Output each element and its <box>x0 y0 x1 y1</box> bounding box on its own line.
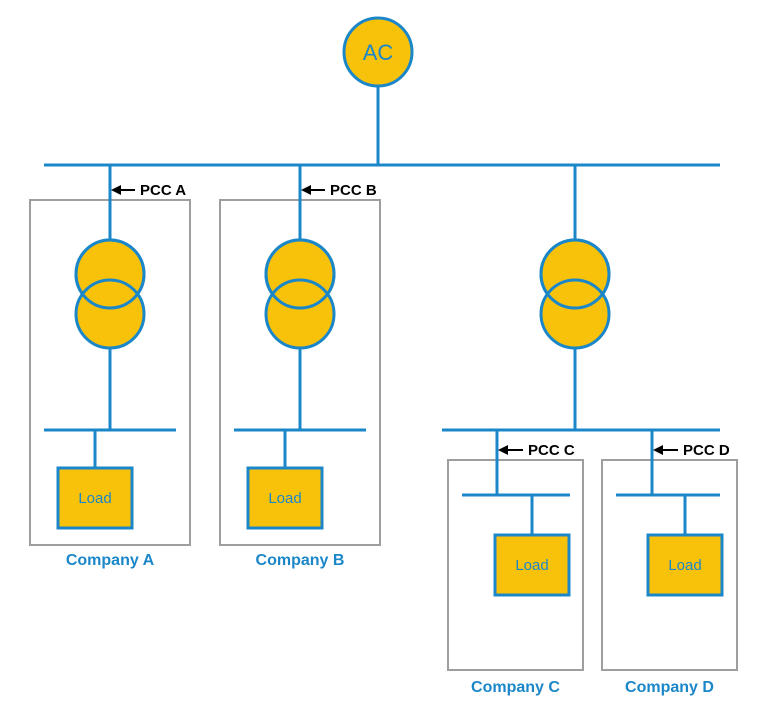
pcc-a-label: PCC A <box>140 182 186 199</box>
pcc-b-label: PCC B <box>330 182 377 199</box>
pcc-d-label: PCC D <box>683 442 730 459</box>
load-a-label: Load <box>78 490 111 507</box>
transformer-right-icon-bottom <box>541 280 609 348</box>
transformer-b-icon-bottom <box>266 280 334 348</box>
load-b-label: Load <box>268 490 301 507</box>
company-b-label: Company B <box>256 552 345 569</box>
load-c-label: Load <box>515 557 548 574</box>
pcc-c-arrowhead-icon <box>498 445 508 455</box>
company-a-label: Company A <box>66 552 155 569</box>
company-c-label: Company C <box>471 679 560 696</box>
load-d-label: Load <box>668 557 701 574</box>
pcc-d-arrowhead-icon <box>653 445 663 455</box>
pcc-b-arrowhead-icon <box>301 185 311 195</box>
pcc-a-arrowhead-icon <box>111 185 121 195</box>
pcc-c-label: PCC C <box>528 442 575 459</box>
company-d-label: Company D <box>625 679 714 696</box>
ac-source-label: AC <box>363 40 394 65</box>
power-distribution-diagram: AC Load Load Load Load PCC A PCC B PCC C PCC D Co… <box>0 0 767 720</box>
transformer-a-icon-bottom <box>76 280 144 348</box>
